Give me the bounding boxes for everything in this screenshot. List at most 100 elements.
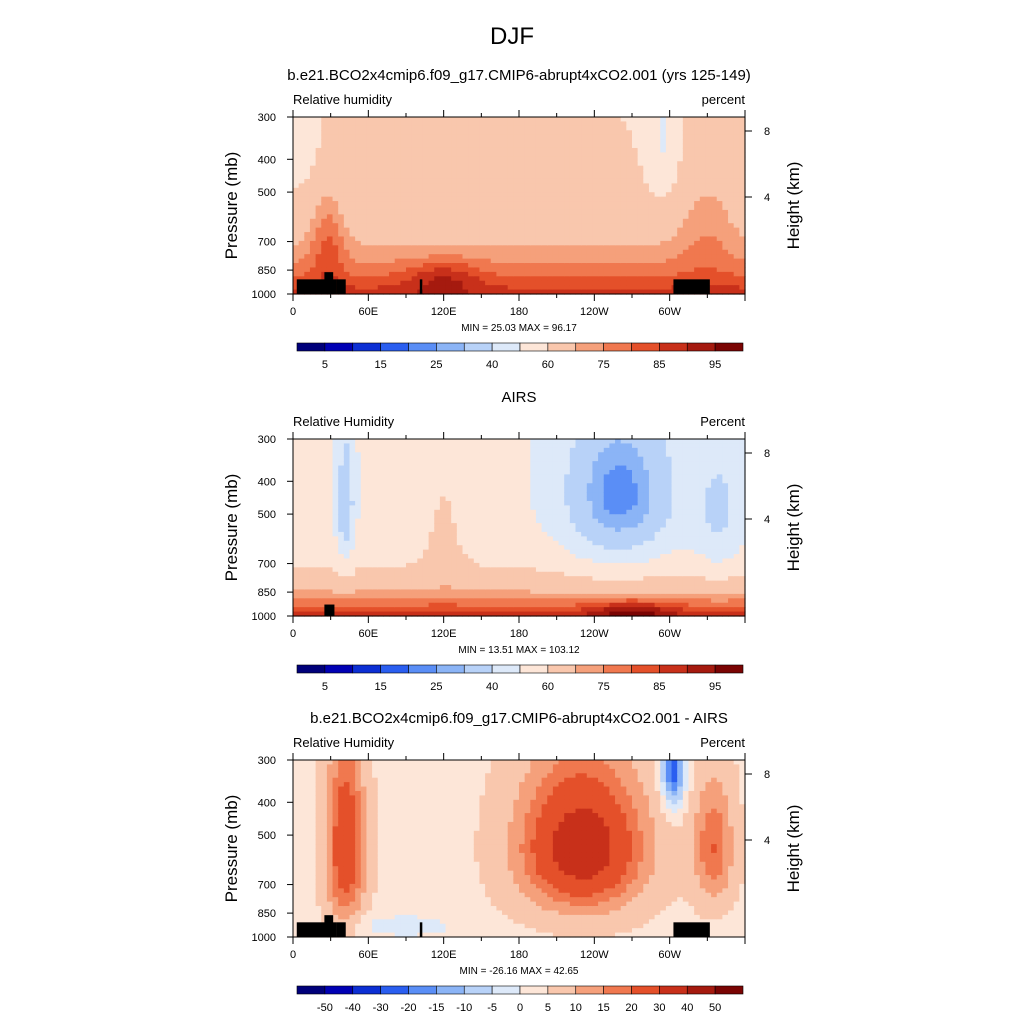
field-cell [632,240,639,246]
field-cell [406,558,413,564]
field-cell [360,147,368,153]
field-cell [394,607,401,613]
field-cell [575,117,582,123]
field-cell [428,452,435,458]
field-cell [417,531,424,537]
field-cell [428,245,435,251]
field-cell [485,478,492,484]
field-cell [406,602,413,608]
field-cell [326,439,334,445]
field-cell [445,602,452,608]
field-cell [400,170,407,176]
field-cell [411,567,418,573]
field-cell [309,214,317,220]
field-cell [479,589,486,595]
field-cell [524,558,531,564]
field-cell [654,249,661,255]
field-cell [603,183,610,189]
field-cell [733,161,740,167]
field-cell [468,263,475,269]
field-cell [547,254,554,260]
field-cell [473,214,481,220]
field-cell [456,267,464,273]
field-cell [643,271,650,277]
field-cell [343,227,351,233]
field-cell [360,598,368,604]
field-cell [473,240,481,246]
field-cell [377,263,384,269]
field-cell [360,289,368,295]
field-cell [603,174,610,180]
field-cell [377,201,384,207]
field-cell [343,496,351,502]
field-cell [671,218,678,224]
field-cell [688,192,695,198]
field-cell [326,523,334,529]
field-cell [293,611,300,617]
field-cell [479,183,486,189]
field-cell [688,139,695,145]
field-cell [298,249,305,255]
field-cell [705,147,712,153]
field-cell [513,254,520,260]
field-cell [417,170,424,176]
field-cell [451,245,458,251]
field-cell [468,545,475,551]
field-cell [355,474,362,480]
field-cell [603,276,610,282]
field-cell [439,174,447,180]
field-cell [389,249,396,255]
field-cell [360,254,368,260]
field-cell [360,218,368,224]
field-cell [343,254,351,260]
field-cell [343,280,351,286]
field-cell [411,514,418,520]
field-cell [428,518,435,524]
field-cell [728,271,735,277]
field-cell [496,523,503,529]
field-cell [445,447,452,453]
field-cell [733,267,740,273]
field-cell [428,483,435,489]
field-cell [609,232,616,238]
field-cell [468,496,475,502]
field-cell [598,214,605,220]
field-cell [383,156,390,162]
field-cell [541,263,548,269]
field-cell [389,483,396,489]
field-cell [507,183,514,189]
field-cell [502,585,509,591]
field-cell [462,585,469,591]
field-cell [406,280,413,286]
field-cell [535,223,543,229]
field-cell [394,218,401,224]
field-cell [507,156,514,162]
field-cell [677,232,684,238]
field-cell [434,117,441,123]
field-cell [519,523,526,529]
field-cell [473,585,481,591]
field-cell [315,585,322,591]
field-cell [632,201,639,207]
field-cell [417,232,424,238]
field-cell [434,289,441,295]
field-cell [660,263,667,269]
field-cell [654,125,661,131]
field-cell [716,139,723,145]
field-cell [462,447,469,453]
field-cell [609,263,616,269]
field-cell [343,187,351,193]
field-cell [739,218,746,224]
field-cell [422,593,430,599]
field-cell [309,562,317,568]
field-cell [479,174,486,180]
field-cell [445,165,452,171]
field-cell [326,201,334,207]
field-cell [502,567,509,573]
field-cell [530,187,537,193]
field-cell [400,456,407,462]
field-cell [309,170,317,176]
field-cell [558,134,565,140]
field-cell [417,509,424,515]
